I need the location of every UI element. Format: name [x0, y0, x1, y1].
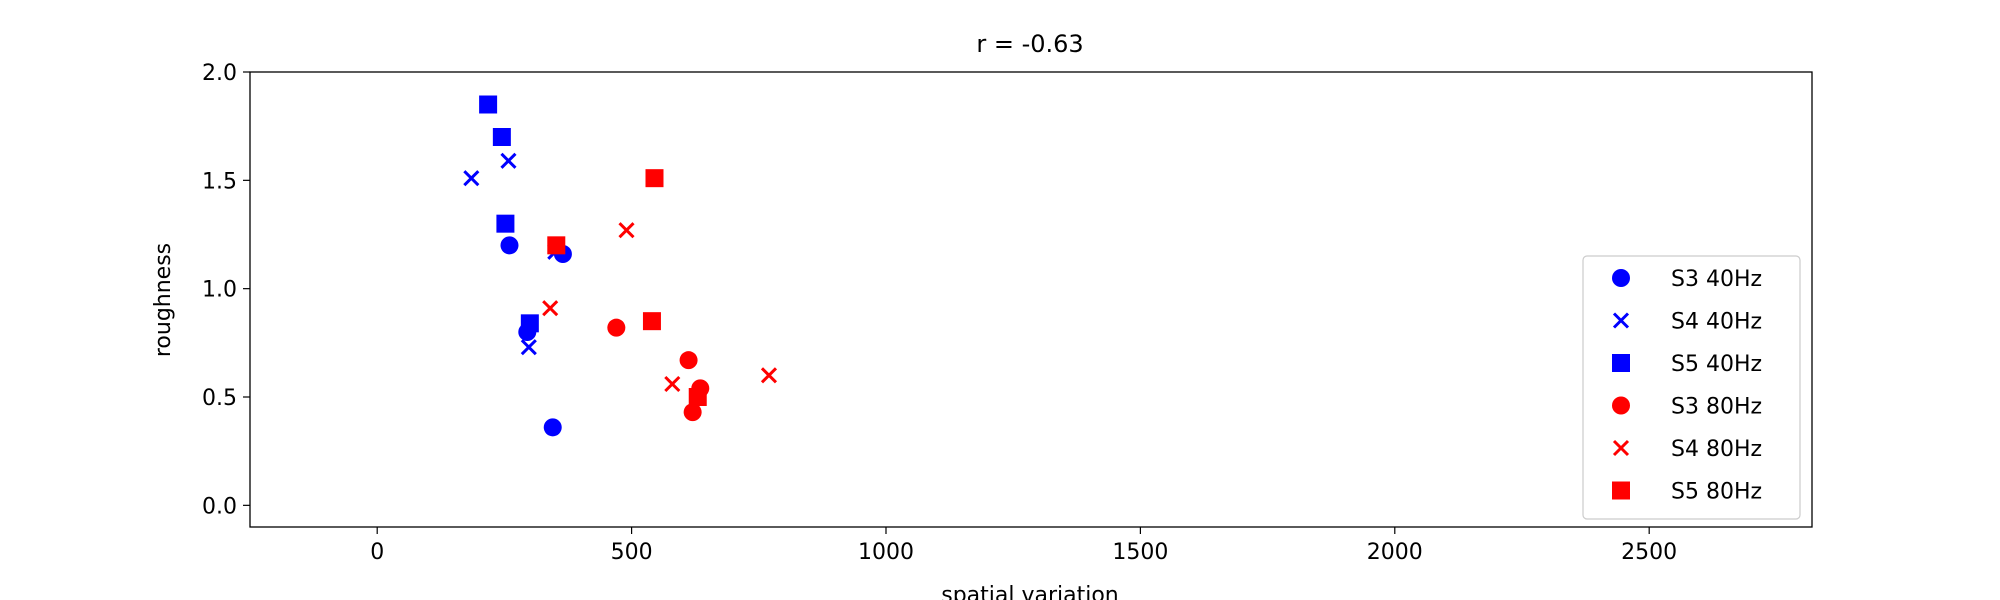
data-point	[547, 236, 565, 254]
y-tick-label: 2.0	[202, 61, 237, 86]
data-point	[493, 128, 511, 146]
data-point	[501, 154, 515, 168]
chart-title: r = -0.63	[976, 30, 1083, 58]
legend-label: S3 40Hz	[1671, 267, 1762, 292]
x-tick-label: 0	[370, 540, 384, 565]
data-points	[464, 96, 776, 437]
x-tick-label: 2000	[1367, 540, 1423, 565]
data-point	[643, 312, 661, 330]
legend-marker	[1612, 482, 1630, 500]
legend-marker	[1612, 397, 1630, 415]
x-axis-label: spatial variation	[941, 583, 1119, 600]
legend-marker	[1612, 269, 1630, 287]
y-tick-label: 1.0	[202, 278, 237, 303]
legend-label: S3 80Hz	[1671, 395, 1762, 420]
legend-label: S5 80Hz	[1671, 480, 1762, 505]
plot-area	[250, 72, 1812, 527]
data-point	[620, 223, 634, 237]
legend: S3 40Hz S4 40Hz S5 40Hz S3 80Hz S4 80Hz S5 80…	[1583, 256, 1800, 519]
y-tick-label: 0.5	[202, 386, 237, 411]
legend-marker	[1612, 354, 1630, 372]
legend-label: S5 40Hz	[1671, 352, 1762, 377]
y-tick-label: 1.5	[202, 169, 237, 194]
y-axis: 0.0 0.5 1.0 1.5 2.0	[202, 61, 250, 519]
data-point	[762, 368, 776, 382]
data-point	[464, 171, 478, 185]
data-point	[645, 169, 663, 187]
data-point	[543, 301, 557, 315]
data-point	[607, 319, 625, 337]
x-tick-label: 2500	[1621, 540, 1677, 565]
data-point	[500, 236, 518, 254]
data-point	[522, 340, 536, 354]
data-point	[680, 351, 698, 369]
x-tick-label: 500	[611, 540, 653, 565]
y-tick-label: 0.0	[202, 494, 237, 519]
data-point	[496, 215, 514, 233]
data-point	[544, 418, 562, 436]
legend-label: S4 40Hz	[1671, 310, 1762, 335]
data-point	[479, 96, 497, 114]
x-axis: 0 500 1000 1500 2000 2500	[370, 527, 1677, 565]
legend-label: S4 80Hz	[1671, 437, 1762, 462]
data-point	[665, 377, 679, 391]
data-point	[521, 314, 539, 332]
data-point	[689, 388, 707, 406]
y-axis-label: roughness	[151, 243, 176, 357]
x-tick-label: 1500	[1112, 540, 1168, 565]
x-tick-label: 1000	[858, 540, 914, 565]
